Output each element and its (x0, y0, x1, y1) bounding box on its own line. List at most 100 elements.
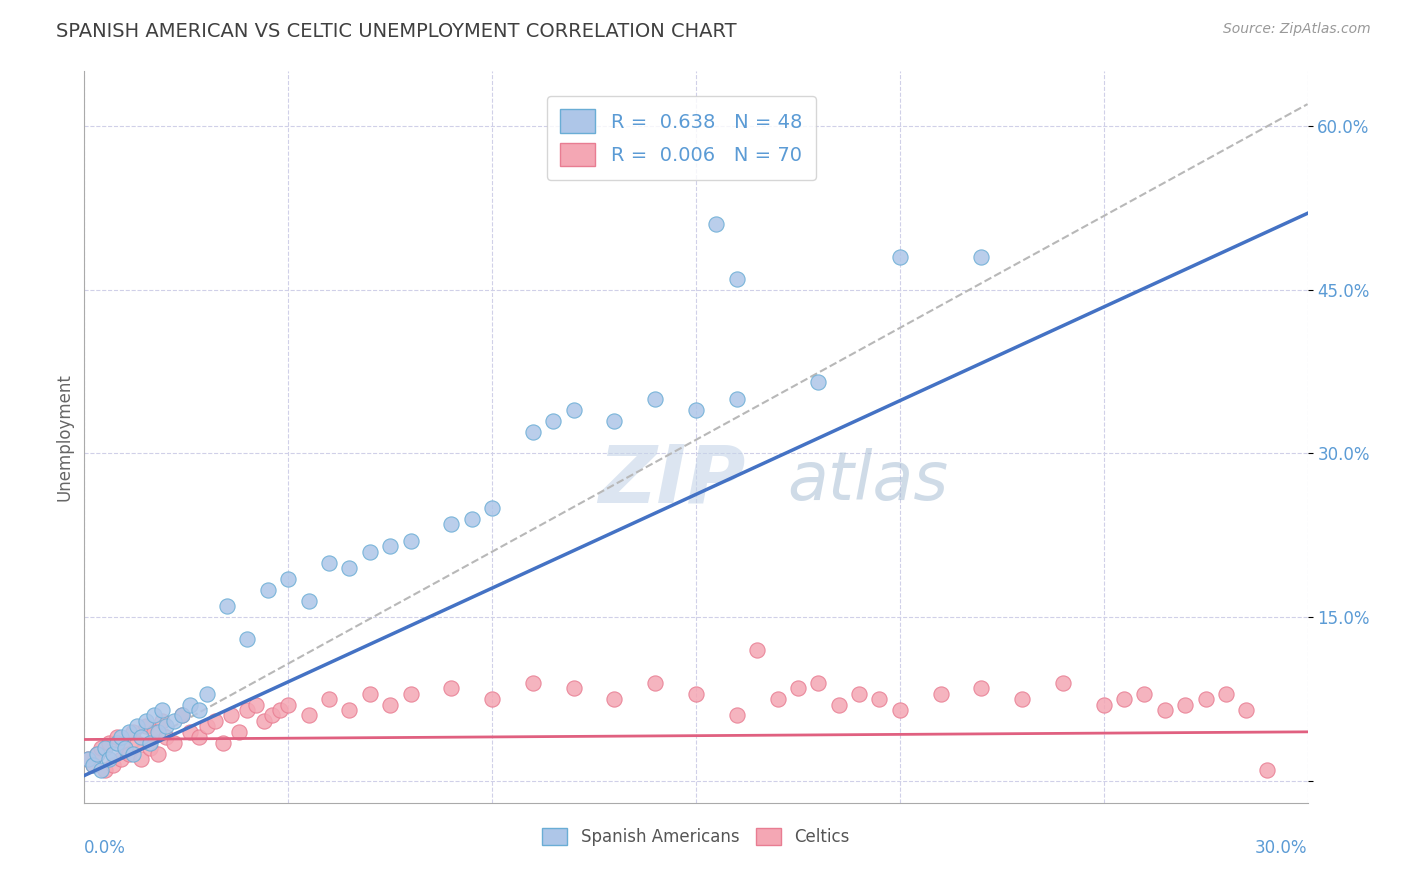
Point (163, 736, 186, 750)
Point (725, 272, 748, 286)
Point (228, 724, 250, 739)
Point (86, 747, 108, 761)
Point (685, 402, 707, 417)
Point (1236, 703, 1258, 717)
Point (219, 708, 242, 723)
Point (105, 736, 128, 750)
Point (339, 561, 361, 575)
Point (146, 724, 169, 739)
Point (481, 692, 503, 706)
Point (1133, 687, 1156, 701)
Point (187, 731, 209, 745)
Point (522, 675, 544, 690)
Text: 0.0%: 0.0% (84, 839, 127, 857)
Point (269, 703, 291, 717)
Point (110, 752, 132, 766)
Point (706, 217, 728, 231)
Point (1215, 687, 1237, 701)
Point (1052, 675, 1074, 690)
Point (195, 719, 218, 733)
Point (380, 698, 402, 712)
Point (1174, 698, 1197, 712)
Point (562, 402, 585, 417)
Point (142, 724, 165, 739)
Point (644, 675, 666, 690)
Point (146, 747, 169, 761)
Point (138, 736, 160, 750)
Point (603, 414, 626, 428)
Point (298, 708, 321, 723)
Point (481, 501, 503, 516)
Point (1011, 692, 1033, 706)
Point (150, 703, 173, 717)
Point (1092, 698, 1115, 712)
Point (172, 708, 194, 723)
Point (970, 250, 993, 264)
Point (747, 643, 769, 657)
Point (787, 681, 810, 695)
Point (179, 724, 201, 739)
Point (1195, 692, 1218, 706)
Point (318, 692, 340, 706)
Point (101, 757, 124, 772)
Point (380, 539, 402, 553)
Point (807, 675, 830, 690)
Point (212, 736, 235, 750)
Point (204, 714, 226, 728)
Point (807, 376, 830, 390)
Point (118, 747, 141, 761)
Text: ZIP: ZIP (598, 442, 745, 520)
Point (603, 692, 626, 706)
Point (543, 414, 565, 428)
Point (172, 708, 194, 723)
Point (77, 752, 100, 766)
Point (253, 714, 276, 728)
Point (138, 741, 160, 756)
Legend: Spanish Americans, Celtics: Spanish Americans, Celtics (536, 822, 856, 853)
Text: atlas: atlas (787, 448, 949, 514)
Point (1114, 692, 1136, 706)
Point (97, 736, 120, 750)
Point (114, 741, 136, 756)
Point (131, 731, 153, 745)
Point (644, 392, 666, 406)
Point (236, 703, 259, 717)
Point (114, 741, 136, 756)
Point (257, 582, 280, 597)
Point (122, 747, 145, 761)
Point (1256, 763, 1278, 777)
Text: Source: ZipAtlas.com: Source: ZipAtlas.com (1223, 22, 1371, 37)
Point (359, 687, 381, 701)
Point (110, 731, 132, 745)
Point (90, 741, 112, 756)
Point (179, 698, 201, 712)
Point (155, 731, 177, 745)
Point (318, 556, 340, 570)
Point (522, 425, 544, 439)
Text: SPANISH AMERICAN VS CELTIC UNEMPLOYMENT CORRELATION CHART: SPANISH AMERICAN VS CELTIC UNEMPLOYMENT … (56, 22, 737, 41)
Point (77, 752, 100, 766)
Point (828, 698, 851, 712)
Point (195, 687, 218, 701)
Point (150, 714, 173, 728)
Point (135, 714, 157, 728)
Point (93, 763, 115, 777)
Point (929, 687, 952, 701)
Point (970, 681, 993, 695)
Text: 30.0%: 30.0% (1256, 839, 1308, 857)
Point (155, 719, 177, 733)
Point (86, 747, 108, 761)
Point (163, 714, 186, 728)
Point (440, 517, 463, 532)
Point (725, 392, 748, 406)
Point (127, 736, 149, 750)
Point (245, 698, 267, 712)
Point (440, 681, 463, 695)
Point (142, 708, 165, 723)
Point (101, 747, 124, 761)
Point (131, 752, 153, 766)
Point (90, 763, 112, 777)
Point (82, 757, 104, 772)
Point (339, 703, 361, 717)
Point (889, 250, 911, 264)
